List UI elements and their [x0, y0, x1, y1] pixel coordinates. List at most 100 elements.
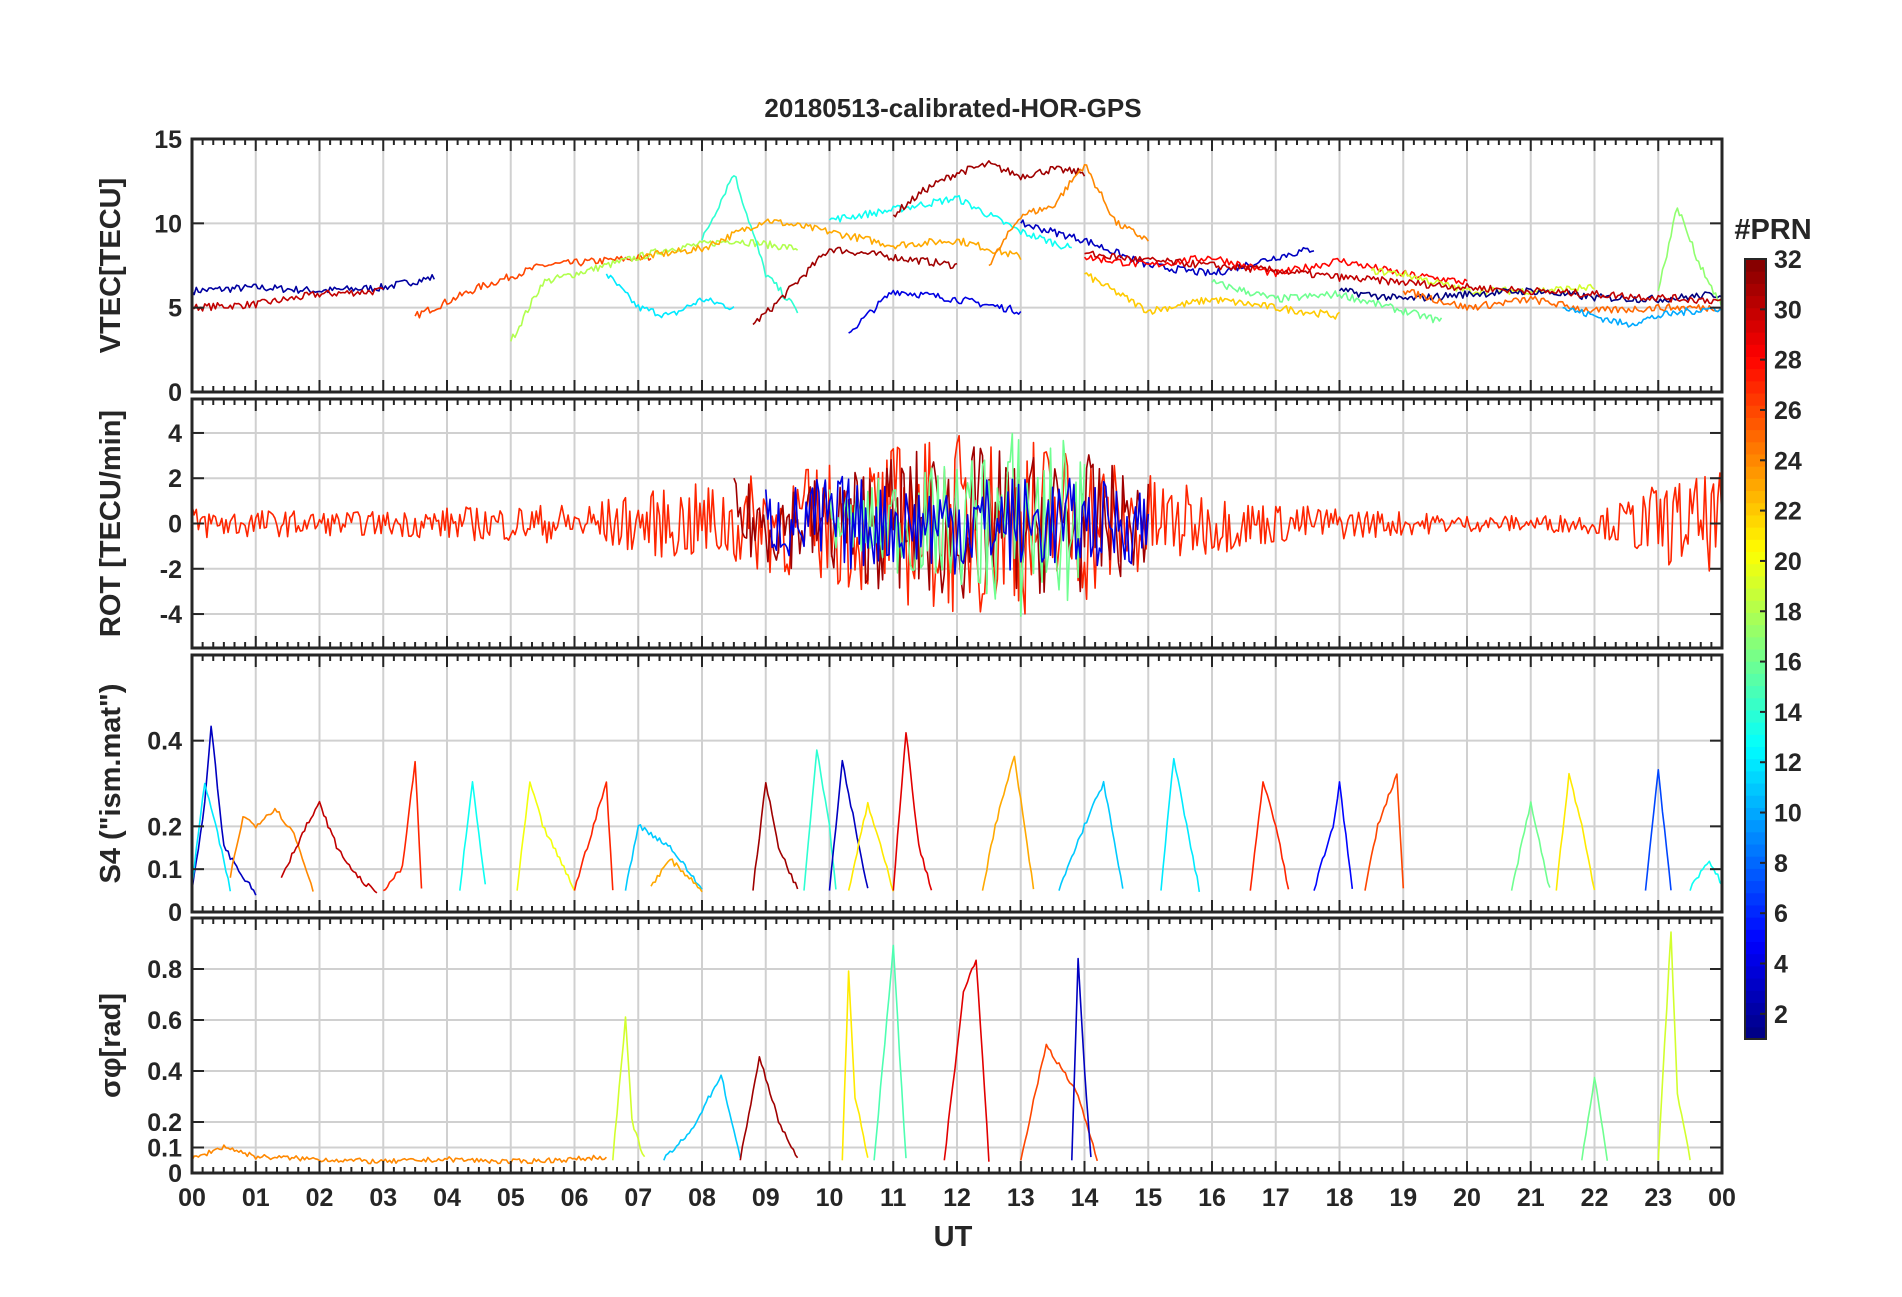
series-line-prn-29 — [892, 732, 933, 891]
series-line-prn-7 — [1644, 769, 1672, 891]
colorbar-segment — [1745, 405, 1766, 418]
colorbar-segment — [1745, 636, 1766, 650]
series-group-s4 — [192, 725, 1722, 896]
series-group-vtec — [192, 160, 1722, 342]
x-tick-label: 09 — [752, 1184, 780, 1212]
colorbar-segment — [1745, 673, 1766, 687]
colorbar-tick-label: 26 — [1774, 397, 1802, 425]
series-line-prn-24 — [192, 1144, 607, 1165]
colorbar-segment — [1745, 1026, 1766, 1040]
colorbar-segment — [1745, 539, 1766, 552]
colorbar-segment — [1745, 868, 1766, 882]
x-tick-label: 11 — [880, 1184, 907, 1212]
panel-s4: 0 0.1 0.2 0.4 S4 ("ism.mat") — [95, 653, 1724, 927]
series-line-prn-21 — [841, 970, 869, 1161]
series-line-prn-26 — [1020, 1043, 1099, 1162]
series-line-prn-27 — [382, 760, 423, 892]
x-tick-label: 06 — [561, 1184, 589, 1212]
series-line-prn-12 — [192, 782, 232, 892]
series-line-prn-29 — [943, 959, 990, 1162]
colorbar-tick-label: 32 — [1774, 246, 1802, 274]
series-line-prn-24 — [229, 807, 314, 892]
colorbar-segment — [1745, 514, 1766, 528]
x-tick-label: 05 — [497, 1184, 525, 1212]
colorbar-segment — [1745, 917, 1766, 930]
series-line-prn-31 — [892, 160, 1086, 218]
y-tick-label: 0 — [168, 379, 182, 407]
y-tick-label: 0.2 — [147, 813, 182, 841]
x-tick-label: 02 — [306, 1184, 334, 1212]
series-line-prn-25 — [1402, 288, 1722, 314]
series-line-prn-30 — [192, 287, 384, 312]
colorbar-segment — [1745, 332, 1766, 345]
colorbar-segment — [1745, 551, 1766, 565]
series-line-prn-1 — [1338, 287, 1722, 304]
x-tick-label: 20 — [1453, 1184, 1481, 1212]
ticks-s4 — [191, 655, 1723, 913]
x-tick-label: 16 — [1198, 1184, 1226, 1212]
series-line-prn-17 — [1657, 207, 1722, 310]
series-line-prn-22 — [1084, 272, 1341, 320]
x-tick-label: 01 — [242, 1184, 270, 1212]
series-line-prn-23 — [650, 858, 703, 893]
colorbar-segment — [1745, 978, 1766, 991]
series-line-prn-31 — [752, 782, 799, 891]
x-tick-label: 08 — [688, 1184, 716, 1212]
colorbar-segment — [1745, 892, 1766, 906]
grid-vtec — [192, 138, 1722, 393]
x-tick-label: 19 — [1389, 1184, 1417, 1212]
colorbar-segment — [1745, 527, 1766, 540]
colorbar-segment — [1745, 709, 1766, 723]
colorbar-segment — [1745, 1002, 1766, 1016]
colorbar-segment — [1745, 259, 1766, 272]
colorbar-segment — [1745, 722, 1766, 735]
x-axis-label: UT — [934, 1221, 973, 1253]
series-line-prn-27 — [1249, 781, 1290, 891]
series-line-prn-13 — [459, 781, 487, 891]
y-axis-label-vtec: VTEC[TECU] — [95, 178, 127, 354]
colorbar-frame — [1744, 258, 1767, 1040]
colorbar-segment — [1745, 368, 1766, 382]
colorbar-segment — [1745, 283, 1766, 297]
colorbar-tick-label: 2 — [1774, 1001, 1788, 1029]
colorbar-segment — [1745, 941, 1766, 955]
x-tick-label: 21 — [1517, 1184, 1545, 1212]
colorbar-title: #PRN — [1734, 214, 1811, 246]
x-tick-label: 17 — [1262, 1184, 1290, 1212]
colorbar-tick-label: 12 — [1774, 749, 1802, 777]
series-line-prn-26 — [1364, 773, 1405, 891]
x-tick-label: 14 — [1071, 1184, 1099, 1212]
series-line-prn-13 — [828, 194, 1072, 250]
x-tick-label: 03 — [369, 1184, 397, 1212]
colorbar-segment — [1745, 441, 1766, 455]
x-tick-label: 04 — [433, 1184, 461, 1212]
x-axis-tick-labels: 00 01 02 03 04 05 06 07 08 09 10 11 12 13 14 15 16 17 18 19… — [178, 1184, 1736, 1212]
colorbar-segment — [1745, 429, 1766, 443]
colorbar-segment — [1745, 965, 1766, 979]
y-tick-label: 0.2 — [147, 1109, 182, 1137]
colorbar-segment — [1745, 295, 1766, 309]
grid-rot — [192, 399, 1722, 648]
colorbar-tick-label: 30 — [1774, 296, 1802, 324]
y-tick-label: 0.4 — [147, 728, 182, 756]
x-tick-label: 18 — [1326, 1184, 1354, 1212]
series-line-prn-5 — [1313, 781, 1354, 891]
series-line-prn-30 — [1084, 250, 1722, 305]
y-tick-label: 0 — [168, 1160, 182, 1188]
colorbar-segment — [1745, 600, 1766, 613]
colorbar-segment — [1745, 807, 1766, 821]
y-tick-label: 0.1 — [147, 856, 182, 884]
colorbar-tick-label: 8 — [1774, 850, 1788, 878]
series-line-prn-14 — [803, 749, 837, 891]
series-line-prn-19 — [1657, 931, 1691, 1161]
series-line-prn-30 — [280, 800, 378, 894]
series-line-prn-19 — [612, 1016, 646, 1161]
colorbar-segment — [1745, 380, 1766, 394]
y-tick-label: -4 — [160, 601, 182, 629]
series-line-prn-16 — [1510, 801, 1551, 891]
series-line-prn-20 — [516, 781, 576, 892]
panel-vtec: 0 5 10 15 VTEC[TECU] — [95, 126, 1724, 407]
colorbar-segment — [1745, 454, 1766, 467]
